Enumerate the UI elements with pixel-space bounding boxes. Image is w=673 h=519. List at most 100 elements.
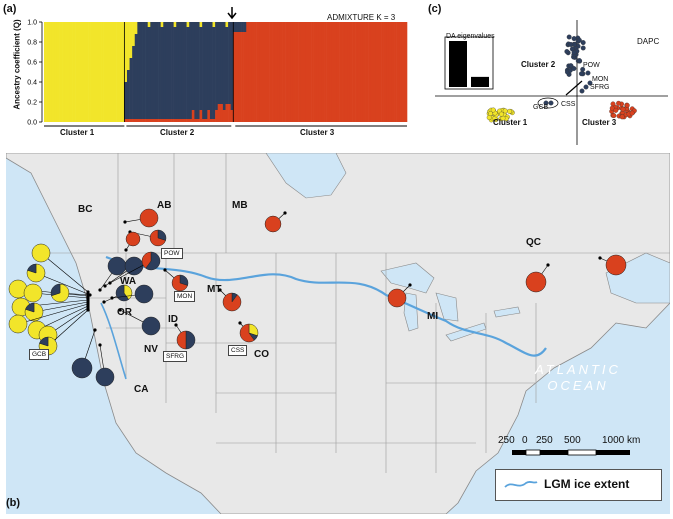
admix-bar-segment [101, 22, 104, 122]
scale-tick-250a: 250 [498, 435, 515, 446]
gcb-ellipse [537, 97, 559, 109]
site-pow: POW [161, 248, 183, 259]
admix-bar-segment [287, 22, 291, 122]
admix-bar-segment [344, 22, 348, 122]
admix-bar-segment [368, 22, 371, 122]
admix-bar-segment [44, 22, 47, 122]
admix-bar-segment [295, 22, 299, 122]
admix-bar-segment [241, 32, 244, 122]
admix-bar-segment [158, 119, 161, 122]
admix-bar-segment [116, 22, 120, 122]
lake-superior [380, 262, 435, 294]
admix-bar-segment [313, 22, 317, 122]
pie-slice [176, 330, 187, 350]
pie-slice [185, 330, 196, 350]
sample-site [103, 284, 107, 288]
admix-bar-segment [165, 119, 169, 122]
admix-bar-segment [391, 22, 395, 122]
pie-slice [139, 208, 159, 228]
admix-bar-segment [142, 22, 146, 119]
admix-bar-segment [126, 22, 130, 70]
dapc-point [580, 66, 586, 72]
admix-bar-segment [375, 22, 379, 122]
admix-bar-segment [46, 22, 50, 122]
dapc-point [579, 71, 584, 77]
sample-site [238, 321, 242, 325]
admix-bar-segment [95, 22, 99, 122]
admix-bar-segment [67, 22, 71, 122]
dapc-point [576, 37, 582, 43]
admix-bar-segment [134, 119, 138, 122]
eigen-bar [471, 76, 489, 87]
admix-bar-segment [298, 22, 301, 122]
admix-bar-segment [147, 22, 151, 27]
admixture-chart: 0.0 0.2 0.4 0.6 0.8 1.0 [27, 7, 408, 127]
admix-bar-segment [347, 22, 351, 122]
region-id: ID [168, 314, 178, 325]
admix-bar-segment [207, 110, 211, 122]
admix-bar-segment [145, 22, 149, 119]
scale-tick-0: 0 [522, 435, 528, 446]
admix-bar-segment [378, 22, 382, 122]
pie-leader [36, 305, 89, 331]
admix-bar-segment [308, 22, 312, 122]
admix-bar-segment [126, 70, 130, 119]
admix-bar-segment [303, 22, 307, 122]
admix-bar-segment [189, 22, 193, 119]
dapc-point [620, 106, 626, 112]
pie-slice [124, 256, 144, 276]
admix-bar-segment [212, 119, 216, 122]
legend-ice-swatch [504, 480, 538, 488]
pie-slice [387, 288, 407, 308]
dapc-cluster3-label: Cluster 3 [582, 118, 617, 127]
admix-bar-segment [349, 22, 353, 122]
pie-slice [525, 271, 547, 293]
scale-tick-1000: 1000 km [602, 435, 641, 446]
sample-site [93, 328, 97, 332]
admix-bar-segment [279, 22, 283, 122]
admix-bar-segment [251, 22, 255, 122]
legend: LGM ice extent [495, 469, 662, 501]
pie-slice [31, 243, 51, 263]
dapc-point [498, 111, 504, 117]
admix-bar-segment [93, 22, 97, 122]
admix-bar-segment [212, 27, 216, 119]
admix-bar-segment [238, 22, 242, 32]
sample-site [408, 283, 412, 287]
sample-site [98, 288, 102, 292]
admix-bar-segment [160, 119, 164, 122]
scale-tick-500: 500 [564, 435, 581, 446]
sample-site [108, 281, 112, 285]
admix-bar-segment [336, 22, 340, 122]
region-wa: WA [120, 276, 137, 287]
admix-bar-segment [277, 22, 281, 122]
pie-slice [239, 323, 255, 343]
region-ab: AB [157, 200, 172, 211]
admix-bar-segment [178, 119, 182, 122]
lake-huron [435, 292, 459, 322]
dapc-point [502, 108, 508, 114]
panel-a-label: (a) [3, 3, 17, 15]
dapc-point [490, 107, 496, 113]
admix-bar-segment [114, 22, 117, 122]
admix-bar-segment [269, 22, 273, 122]
admix-bar-segment [230, 22, 234, 110]
population-pies [8, 208, 627, 387]
pie-slice [605, 254, 627, 276]
sample-site [283, 211, 287, 215]
pie-slice [149, 229, 166, 247]
ocean-line-2: OCEAN [547, 378, 609, 393]
dapc-points [486, 34, 637, 123]
admix-bar-segment [199, 27, 203, 110]
admix-bar-segment [228, 22, 231, 104]
admix-bar-segment [150, 22, 154, 119]
admix-bar-segment [331, 22, 335, 122]
dapc-point [577, 58, 582, 64]
admix-bar-segment [121, 22, 125, 122]
dapc-point [507, 108, 513, 114]
atlantic-ocean-label: ATLANTIC OCEAN [518, 362, 638, 394]
admix-bar-segment [111, 22, 115, 122]
lgm-ice-line [105, 255, 547, 357]
pie-slice [27, 263, 37, 274]
admix-bar-segment [108, 22, 112, 122]
